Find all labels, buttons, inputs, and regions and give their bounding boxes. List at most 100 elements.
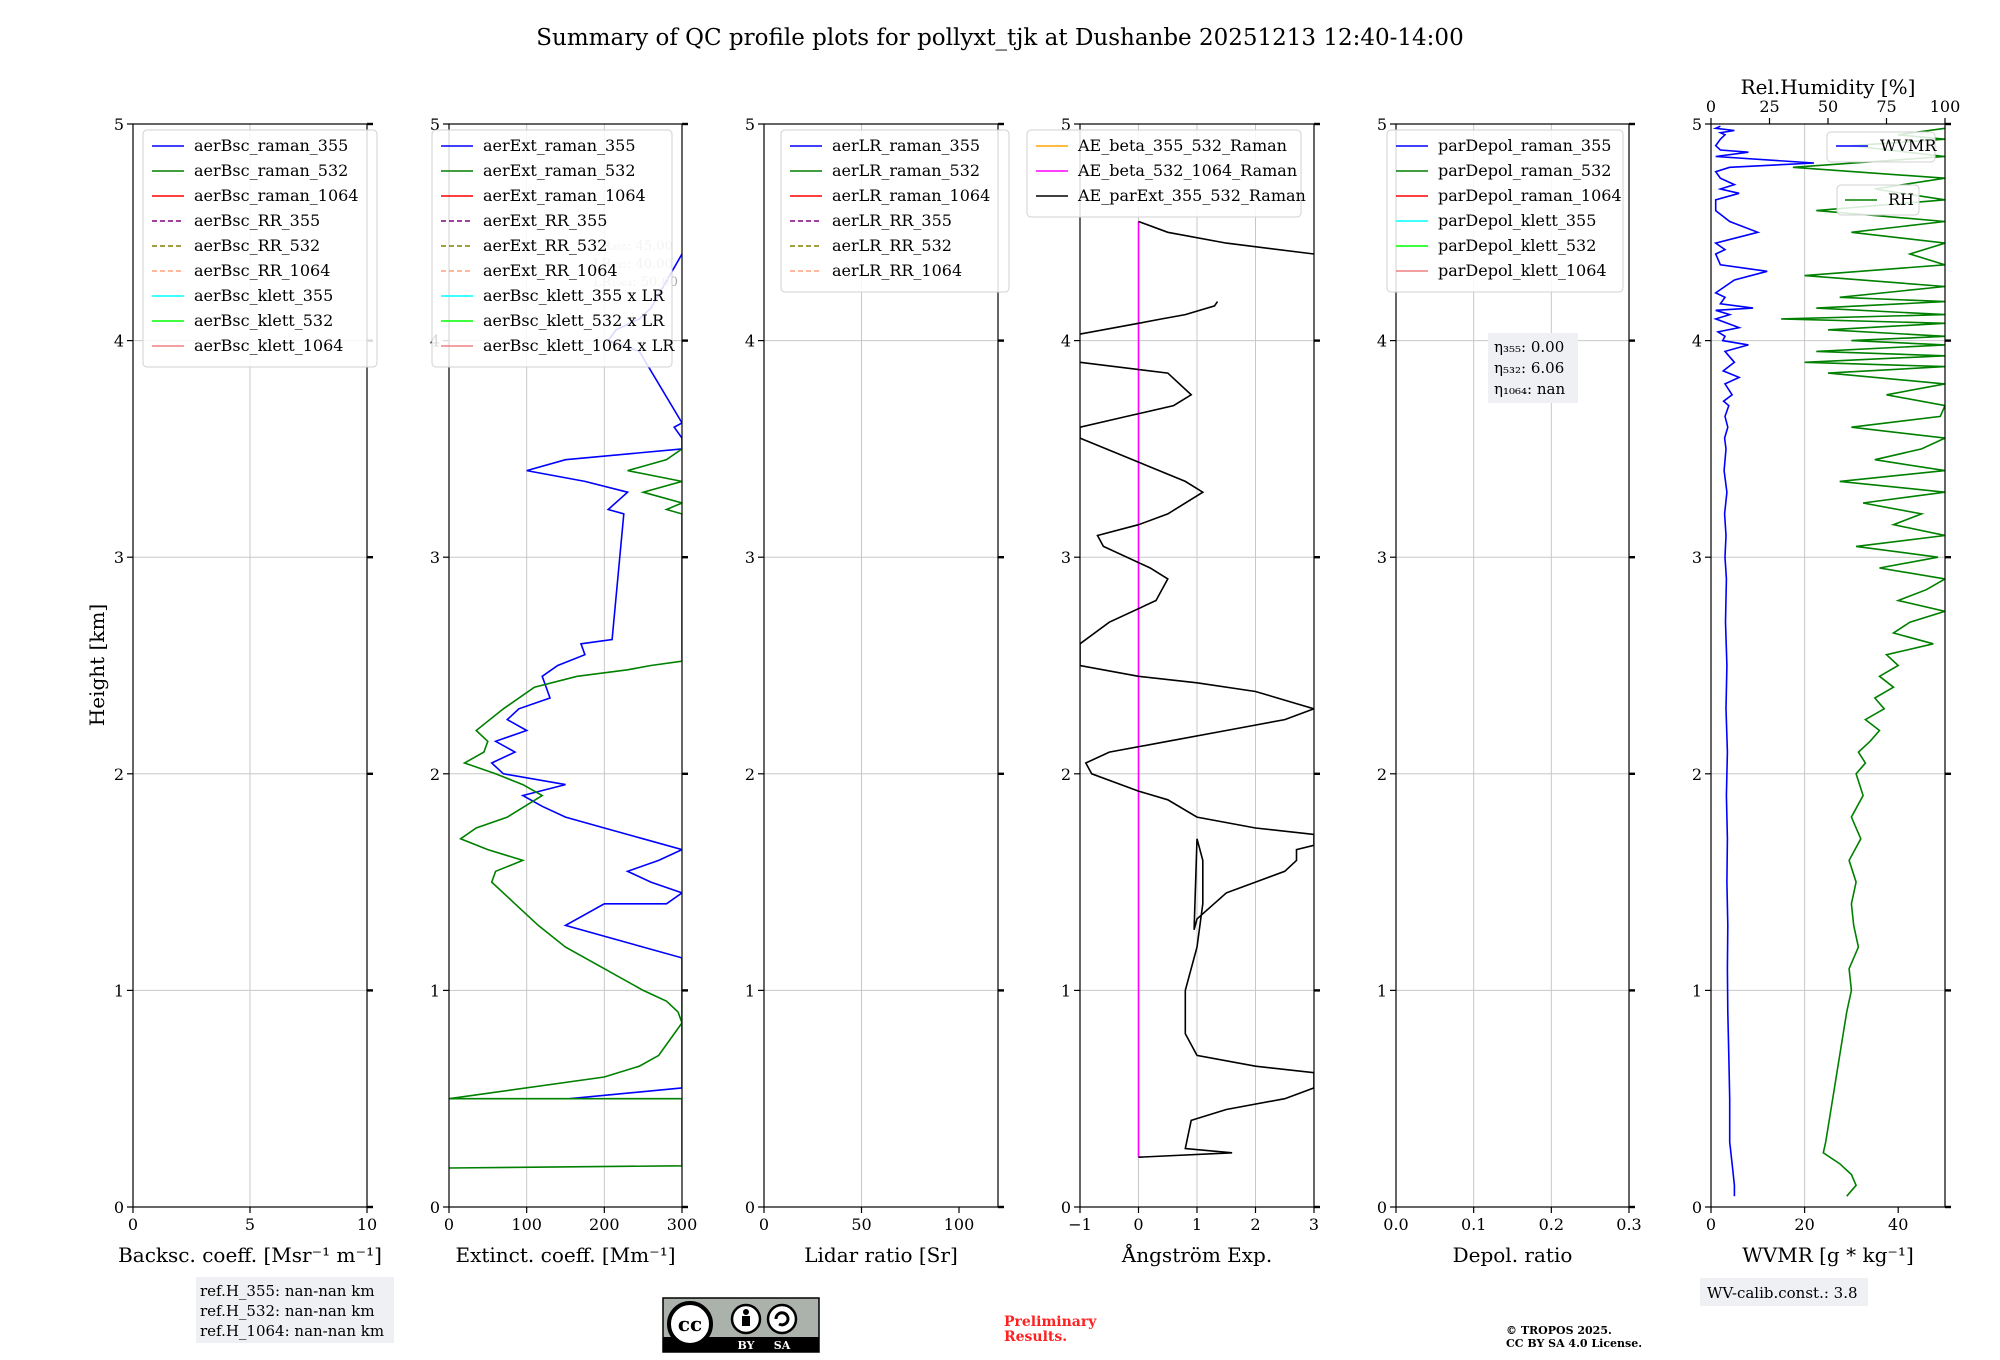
x-tick-label: 20 <box>1794 1215 1814 1234</box>
y-tick-label: 4 <box>1692 332 1702 351</box>
legend-label: aerBsc_RR_532 <box>194 236 320 255</box>
x-tick-label: 5 <box>245 1215 255 1234</box>
y-tick-label: 3 <box>1377 548 1387 567</box>
y-tick-label: 3 <box>745 548 755 567</box>
x-tick-label: 0 <box>128 1215 138 1234</box>
y-tick-label: 3 <box>114 548 124 567</box>
legend-label: parDepol_klett_355 <box>1438 211 1596 230</box>
y-tick-label: 0 <box>430 1198 440 1217</box>
legend-frame <box>780 129 1010 293</box>
y-tick-label: 5 <box>1692 115 1702 134</box>
x-tick-label: 0 <box>1706 1215 1716 1234</box>
legend-label: aerExt_RR_1064 <box>483 261 618 280</box>
legend-label: aerBsc_klett_355 x LR <box>483 286 665 305</box>
top-x-tick-label: 50 <box>1818 97 1838 116</box>
y-tick-label: 2 <box>430 765 440 784</box>
ref-height-1064: ref.H_1064: nan-nan km <box>200 1322 384 1340</box>
legend-label: aerExt_raman_532 <box>483 161 636 180</box>
series-group <box>449 253 682 1169</box>
y-tick-label: 2 <box>114 765 124 784</box>
eta-1064: η₁₀₆₄: nan <box>1494 380 1565 398</box>
y-tick-label: 4 <box>114 332 124 351</box>
top-x-tick-label: 75 <box>1876 97 1896 116</box>
x-tick-label: −1 <box>1068 1215 1092 1234</box>
series-AE_parExt_355_532_Raman_top <box>1080 301 1219 335</box>
legend-label: parDepol_klett_532 <box>1438 236 1596 255</box>
legend: aerLR_raman_355 aerLR_raman_532 aerLR_rama… <box>780 129 1010 293</box>
wv-calib-text: WV-calib.const.: 3.8 <box>1707 1284 1858 1302</box>
y-tick-label: 2 <box>745 765 755 784</box>
legend-label: aerBsc_RR_1064 <box>194 261 330 280</box>
x-tick-label: 300 <box>667 1215 698 1234</box>
y-tick-label: 5 <box>745 115 755 134</box>
y-tick-label: 2 <box>1061 765 1071 784</box>
depol-eta-background <box>1488 333 1578 403</box>
legend-frame <box>1386 129 1624 293</box>
y-tick-label: 3 <box>1061 548 1071 567</box>
axes-frame <box>448 123 683 1208</box>
sa-arrow-icon <box>774 1311 790 1327</box>
cc-icon <box>667 1301 713 1347</box>
y-tick-label: 1 <box>114 981 124 1000</box>
ref-height-532: ref.H_532: nan-nan km <box>200 1302 375 1320</box>
legend-label: aerLR_raman_532 <box>832 161 980 180</box>
axes-frame <box>763 123 999 1208</box>
y-tick-label: 2 <box>1377 765 1387 784</box>
series-aerExt_raman_355 <box>490 253 682 1100</box>
legend-label: aerBsc_klett_532 <box>194 311 333 330</box>
x-tick-label: 3 <box>1309 1215 1319 1234</box>
y-tick-label: 5 <box>430 115 440 134</box>
y-tick-label: 3 <box>1692 548 1702 567</box>
sa-share-icon <box>766 1303 798 1335</box>
copyright-line1: © TROPOS 2025. <box>1506 1324 1612 1337</box>
series-AE_parExt_355_532_Raman_top2 <box>1138 220 1314 255</box>
legend-label: aerLR_RR_532 <box>832 236 952 255</box>
axes-frame <box>1710 123 1946 1208</box>
cc-sa-text: SA <box>774 1339 791 1352</box>
legend-label: aerExt_raman_1064 <box>483 186 646 205</box>
panel-lr: 0 50 100 0 1 2 3 4 5 Lidar ratio [Sr] aerLR_raman_… <box>745 115 1010 1267</box>
y-tick-label: 4 <box>745 332 755 351</box>
x-tick-label: 2 <box>1250 1215 1260 1234</box>
y-tick-label: 1 <box>745 981 755 1000</box>
x-axis-label: Backsc. coeff. [Msr⁻¹ m⁻¹] <box>118 1243 382 1267</box>
x-tick-label: 100 <box>944 1215 975 1234</box>
legend-label: RH <box>1888 190 1914 209</box>
panel-bsc: 0 5 10 0 1 2 3 4 5 Backsc. coeff. [Msr⁻¹ m⁻¹] aerB… <box>114 115 382 1267</box>
y-tick-label: 4 <box>1377 332 1387 351</box>
legend-label: parDepol_klett_1064 <box>1438 261 1607 280</box>
panel-depol: 0.0 0.1 0.2 0.3 0 1 2 3 4 5 Depol. ratio parDepol_r… <box>1377 115 1642 1267</box>
legend-frame <box>1836 184 1920 216</box>
legend-wvmr: WVMR <box>1826 131 1937 163</box>
figure-title: Summary of QC profile plots for pollyxt_… <box>536 25 1463 51</box>
y-tick-label: 0 <box>1377 1198 1387 1217</box>
legend-label: aerExt_RR_355 <box>483 211 607 230</box>
wv-calib-background <box>1700 1278 1868 1306</box>
cc-text: cc <box>678 1312 702 1336</box>
legend-label: aerBsc_raman_1064 <box>194 186 359 205</box>
legend-label: aerBsc_klett_1064 x LR <box>483 336 675 355</box>
panel-wv: 0 20 40 0 1 2 3 4 5 WVMR [g * kg⁻¹] 0 25 50 75 100 Rel.… <box>1692 75 1960 1267</box>
x-tick-label: 0.1 <box>1461 1215 1486 1234</box>
legend-label: AE_parExt_355_532_Raman <box>1077 186 1306 205</box>
series-RH <box>1781 127 1945 1197</box>
legend-label: parDepol_raman_355 <box>1438 136 1611 155</box>
legend: aerExt_raman_355 aerExt_raman_532 aerExt_r… <box>431 129 675 368</box>
top-x-tick-label: 0 <box>1706 97 1716 116</box>
legend-label: aerExt_RR_532 <box>483 236 607 255</box>
series-group <box>1080 220 1314 1158</box>
x-tick-label: 100 <box>511 1215 542 1234</box>
ref-heights-background <box>196 1277 394 1343</box>
top-x-tick-label: 25 <box>1759 97 1779 116</box>
legend-label: aerBsc_RR_355 <box>194 211 320 230</box>
y-tick-label: 1 <box>1061 981 1071 1000</box>
x-axis-label: Extinct. coeff. [Mm⁻¹] <box>455 1243 675 1267</box>
legend-label: aerLR_raman_355 <box>832 136 980 155</box>
cc-by-text: BY <box>738 1339 755 1352</box>
legend-label: aerLR_RR_1064 <box>832 261 962 280</box>
x-axis-label: Depol. ratio <box>1453 1243 1573 1267</box>
x-tick-label: 0.0 <box>1383 1215 1408 1234</box>
